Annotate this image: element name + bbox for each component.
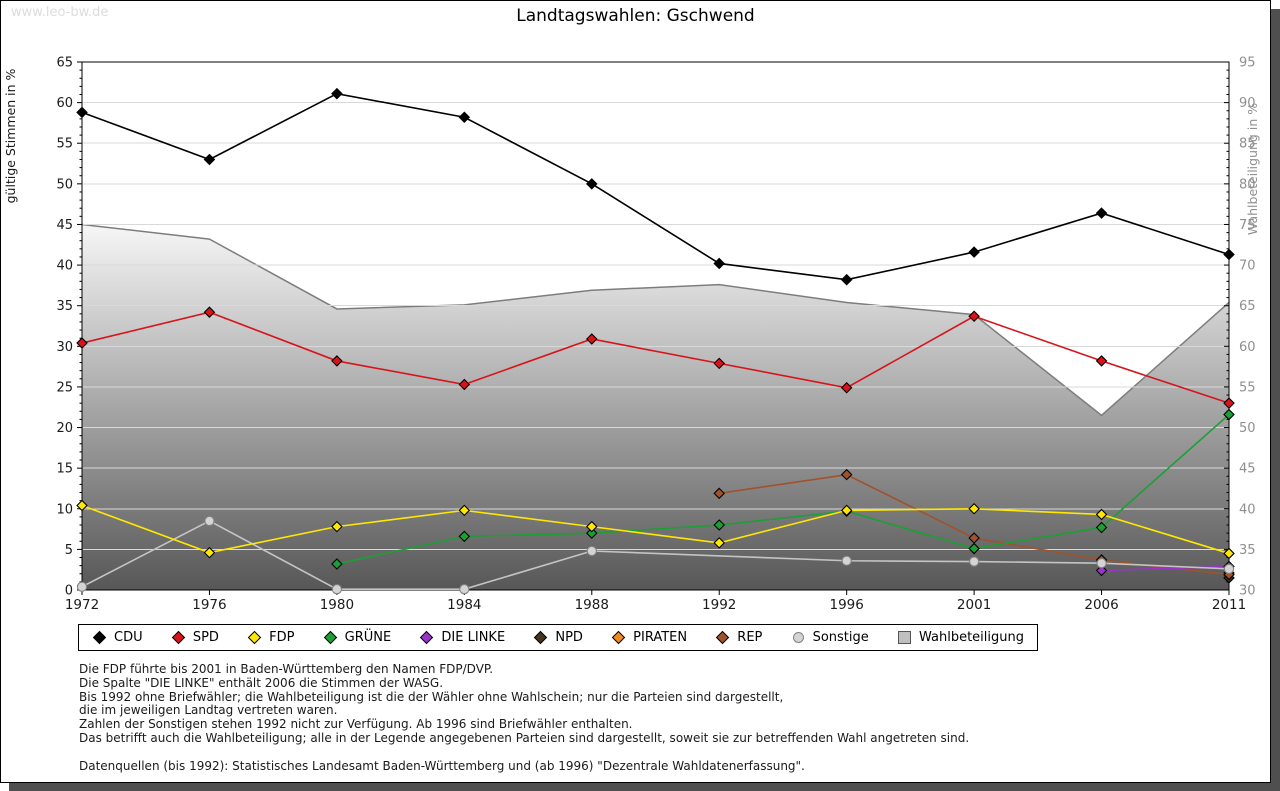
svg-text:90: 90 <box>1239 96 1256 111</box>
svg-text:75: 75 <box>1239 218 1256 233</box>
legend-label: FDP <box>269 630 295 645</box>
svg-text:60: 60 <box>56 96 73 111</box>
x-tick-1976: 1976 <box>192 597 226 613</box>
svg-text:40: 40 <box>1239 502 1256 517</box>
series-CDU <box>76 87 1235 286</box>
svg-text:50: 50 <box>56 177 73 192</box>
svg-text:10: 10 <box>56 502 73 517</box>
legend-marker-PIRATEN <box>611 630 626 645</box>
legend-marker-DIE LINKE <box>420 630 434 645</box>
legend-label: REP <box>737 630 763 645</box>
y-axis-label-right: Wahlbeteiligung in % <box>1245 103 1260 235</box>
svg-text:25: 25 <box>56 380 73 395</box>
x-tick-1992: 1992 <box>702 597 736 613</box>
svg-text:70: 70 <box>1239 259 1256 274</box>
legend-label: GRÜNE <box>344 630 392 645</box>
legend-item-GRÜNE: GRÜNE <box>323 630 392 645</box>
x-tick-1996: 1996 <box>829 597 863 613</box>
svg-text:50: 50 <box>1239 421 1256 436</box>
legend-marker-SPD <box>171 630 186 645</box>
legend-marker-FDP <box>247 630 262 645</box>
svg-text:80: 80 <box>1239 177 1256 192</box>
svg-text:45: 45 <box>56 218 73 233</box>
legend-item-SPD: SPD <box>171 630 219 645</box>
x-tick-2006: 2006 <box>1084 597 1118 613</box>
series-FDP <box>76 499 1235 560</box>
series-GRÜNE <box>331 408 1235 570</box>
legend-item-DIE LINKE: DIE LINKE <box>419 630 505 645</box>
svg-text:30: 30 <box>1239 584 1256 599</box>
x-tick-2011: 2011 <box>1212 597 1246 613</box>
chart-area: 0 30 5 35 10 40 15 45 20 50 25 55 30 60 35 65 40 70 45 75 50… <box>1 1 1270 625</box>
footnote-line <box>79 746 969 760</box>
legend-marker-CDU <box>92 630 107 645</box>
y-axis-label-left: gültige Stimmen in % <box>3 68 18 203</box>
svg-text:85: 85 <box>1239 137 1256 152</box>
footnote-line: Zahlen der Sonstigen stehen 1992 nicht z… <box>79 717 633 732</box>
svg-text:45: 45 <box>1239 462 1256 477</box>
legend-marker-Sonstige <box>792 632 804 643</box>
legend-label: NPD <box>555 630 583 645</box>
x-tick-1972: 1972 <box>65 597 99 613</box>
footnote-line: Die FDP führte bis 2001 in Baden-Württem… <box>79 662 494 676</box>
legend-label: CDU <box>114 630 143 645</box>
footnote-line: Das betrifft auch die Wahlbeteiligung; a… <box>79 730 970 745</box>
svg-text:0: 0 <box>65 584 73 599</box>
svg-text:5: 5 <box>65 543 73 558</box>
x-tick-2001: 2001 <box>957 597 991 613</box>
watermark: www.leo-bw.de <box>11 5 109 20</box>
legend-marker-NPD <box>534 630 548 645</box>
svg-text:35: 35 <box>56 299 73 314</box>
chart-svg: 0 30 5 35 10 40 15 45 20 50 25 55 30 60 35 65 40 70 45 75 50… <box>3 56 1260 614</box>
footnote-line: Datenquellen (bis 1992): Statistisches L… <box>79 758 805 773</box>
legend-item-Sonstige: Sonstige <box>791 630 869 645</box>
legend-marker-Wahlbeteiligung <box>897 631 911 644</box>
svg-text:30: 30 <box>56 340 73 355</box>
svg-text:15: 15 <box>56 462 73 477</box>
legend-label: SPD <box>192 630 219 645</box>
footnote-line: die im jeweiligen Landtag vertreten ware… <box>79 703 338 718</box>
svg-text:95: 95 <box>1239 56 1256 71</box>
x-tick-1980: 1980 <box>320 597 354 613</box>
svg-text:35: 35 <box>1239 543 1256 558</box>
series-SPD <box>76 306 1235 409</box>
legend-marker-REP <box>716 630 730 645</box>
legend-label: Wahlbeteiligung <box>918 630 1024 645</box>
area-Wahlbeteiligung <box>82 224 1229 590</box>
x-tick-1988: 1988 <box>575 597 609 613</box>
legend-item-CDU: CDU <box>92 630 143 645</box>
legend: CDU SPD FDP GRÜNE DIE LINKE NPD PIRATEN REP Sons… <box>78 624 1038 651</box>
legend-label: Sonstige <box>812 630 869 645</box>
page-title: Landtagswahlen: Gschwend <box>516 6 755 26</box>
area-edge-Wahlbeteiligung <box>81 223 1230 417</box>
footnotes: Die FDP führte bis 2001 in Baden-Württem… <box>79 662 970 773</box>
footnote-line: Bis 1992 ohne Briefwähler; die Wahlbetei… <box>79 689 784 704</box>
legend-label: DIE LINKE <box>441 630 506 645</box>
legend-item-REP: REP <box>715 630 762 645</box>
svg-text:60: 60 <box>1239 340 1256 355</box>
legend-item-Wahlbeteiligung: Wahlbeteiligung <box>897 630 1024 645</box>
svg-text:65: 65 <box>1239 299 1256 314</box>
legend-item-PIRATEN: PIRATEN <box>611 630 687 645</box>
svg-text:65: 65 <box>56 56 73 71</box>
svg-text:55: 55 <box>56 137 73 152</box>
svg-text:40: 40 <box>56 259 73 274</box>
svg-text:20: 20 <box>56 421 73 436</box>
x-tick-1984: 1984 <box>447 597 481 613</box>
legend-item-NPD: NPD <box>533 630 583 645</box>
legend-marker-GRÜNE <box>323 630 337 645</box>
footnote-line: Die Spalte "DIE LINKE" enthält 2006 die … <box>79 675 444 690</box>
svg-text:55: 55 <box>1239 380 1256 395</box>
legend-label: PIRATEN <box>633 630 688 645</box>
legend-item-FDP: FDP <box>247 630 294 645</box>
